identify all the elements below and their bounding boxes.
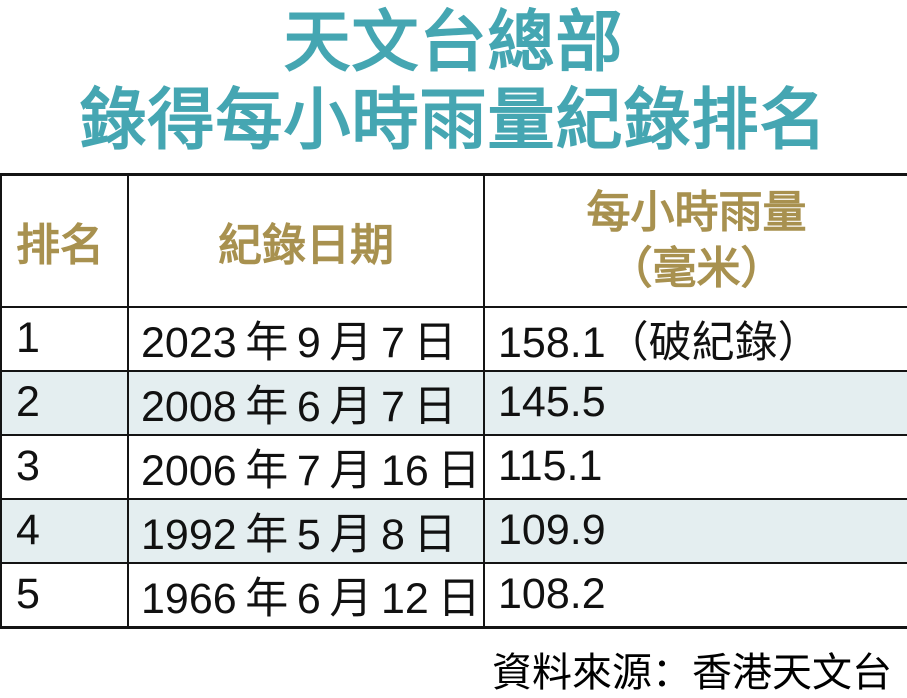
date-cell: 1992 年 5 月 8 日 — [127, 497, 484, 563]
rainfall-cell: 158.1（破紀錄） — [483, 305, 907, 371]
rainfall-cell: 109.9 — [483, 497, 907, 563]
table-header-row: 排名 紀錄日期 每小時雨量 （毫米） — [1, 174, 907, 307]
table-row: 1 2023 年 9 月 7 日 158.1（破紀錄） — [1, 305, 907, 371]
rainfall-header-line-2: （毫米） — [608, 243, 785, 293]
table-row: 2 2008 年 6 月 7 日 145.5 — [1, 369, 907, 435]
rank-column-header: 排名 — [16, 220, 104, 270]
rainfall-cell: 115.1 — [483, 433, 907, 499]
rank-cell: 4 — [1, 497, 128, 563]
rank-cell: 1 — [1, 305, 128, 371]
date-column-header: 紀錄日期 — [127, 174, 484, 307]
title-line-2: 錄得每小時雨量紀錄排名 — [79, 84, 828, 158]
date-cell: 2023 年 9 月 7 日 — [127, 305, 484, 371]
table-row: 5 1966 年 6 月 12 日 108.2 — [1, 561, 907, 627]
table-row: 4 1992 年 5 月 8 日 109.9 — [1, 497, 907, 563]
date-cell: 1966 年 6 月 12 日 — [127, 561, 484, 627]
rainfall-cell: 108.2 — [483, 561, 907, 627]
page-title: 天文台總部 錄得每小時雨量紀錄排名 — [0, 0, 907, 160]
rank-cell: 2 — [1, 369, 128, 435]
date-cell: 2008 年 6 月 7 日 — [127, 369, 484, 435]
rainfall-column-header: 每小時雨量 （毫米） — [483, 174, 907, 307]
date-cell: 2006 年 7 月 16 日 — [127, 433, 484, 499]
rank-cell: 5 — [1, 561, 128, 627]
rank-cell: 3 — [1, 433, 128, 499]
rainfall-rank-table: 排名 紀錄日期 每小時雨量 （毫米） 1 2023 年 9 月 7 日 158.… — [0, 173, 907, 629]
title-line-1: 天文台總部 — [283, 6, 624, 80]
rainfall-header-line-1: 每小時雨量 — [586, 187, 807, 237]
data-source-caption: 資料來源：香港天文台 — [492, 649, 892, 695]
table-row: 3 2006 年 7 月 16 日 115.1 — [1, 433, 907, 499]
rainfall-cell: 145.5 — [483, 369, 907, 435]
